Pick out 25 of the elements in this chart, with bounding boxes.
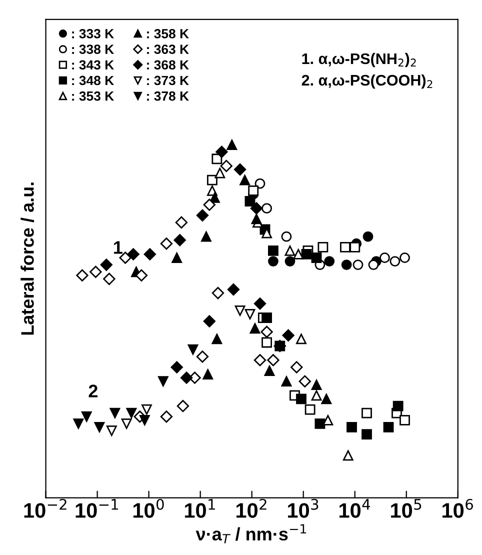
x-tick-label: 10$^{3}$ bbox=[288, 498, 318, 518]
annotation: 2 bbox=[88, 384, 98, 398]
annotation: 1 bbox=[114, 241, 122, 254]
legend-label: : 373 K bbox=[147, 76, 189, 86]
legend-label: : 363 K bbox=[147, 44, 189, 54]
legend-label: : 348 K bbox=[72, 76, 114, 86]
x-tick-label: 10$^{4}$ bbox=[340, 499, 370, 518]
x-axis-title: ν·a$_{T}$ / nm·s$^{−1}$ bbox=[196, 524, 306, 544]
x-tick-label: 10$^{−2}$ bbox=[24, 498, 66, 518]
x-tick-label: 10$^{1}$ bbox=[184, 499, 215, 518]
legend-label: : 333 K bbox=[72, 29, 114, 38]
x-tick-label: 10$^{−1}$ bbox=[76, 499, 118, 518]
y-axis-title: Lateral force / a.u. bbox=[20, 182, 34, 335]
legend-label: : 338 K bbox=[72, 44, 114, 54]
legend-label: : 343 K bbox=[72, 60, 114, 70]
legend-label: : 353 K bbox=[72, 91, 114, 101]
x-tick-label: 10$^{5}$ bbox=[391, 499, 422, 518]
x-tick-label: 10$^{6}$ bbox=[442, 498, 473, 518]
legend-label: : 358 K bbox=[147, 29, 189, 38]
x-tick-label: 10$^{0}$ bbox=[133, 498, 164, 518]
legend-label: : 378 K bbox=[147, 91, 189, 101]
text: 1. α,ω-PS(NH$_{2}$)$_{2}$ bbox=[302, 52, 416, 68]
x-tick-label: 10$^{2}$ bbox=[236, 498, 266, 518]
text: 2. α,ω-PS(COOH)$_{2}$ bbox=[302, 74, 432, 89]
legend-label: : 368 K bbox=[147, 60, 189, 70]
